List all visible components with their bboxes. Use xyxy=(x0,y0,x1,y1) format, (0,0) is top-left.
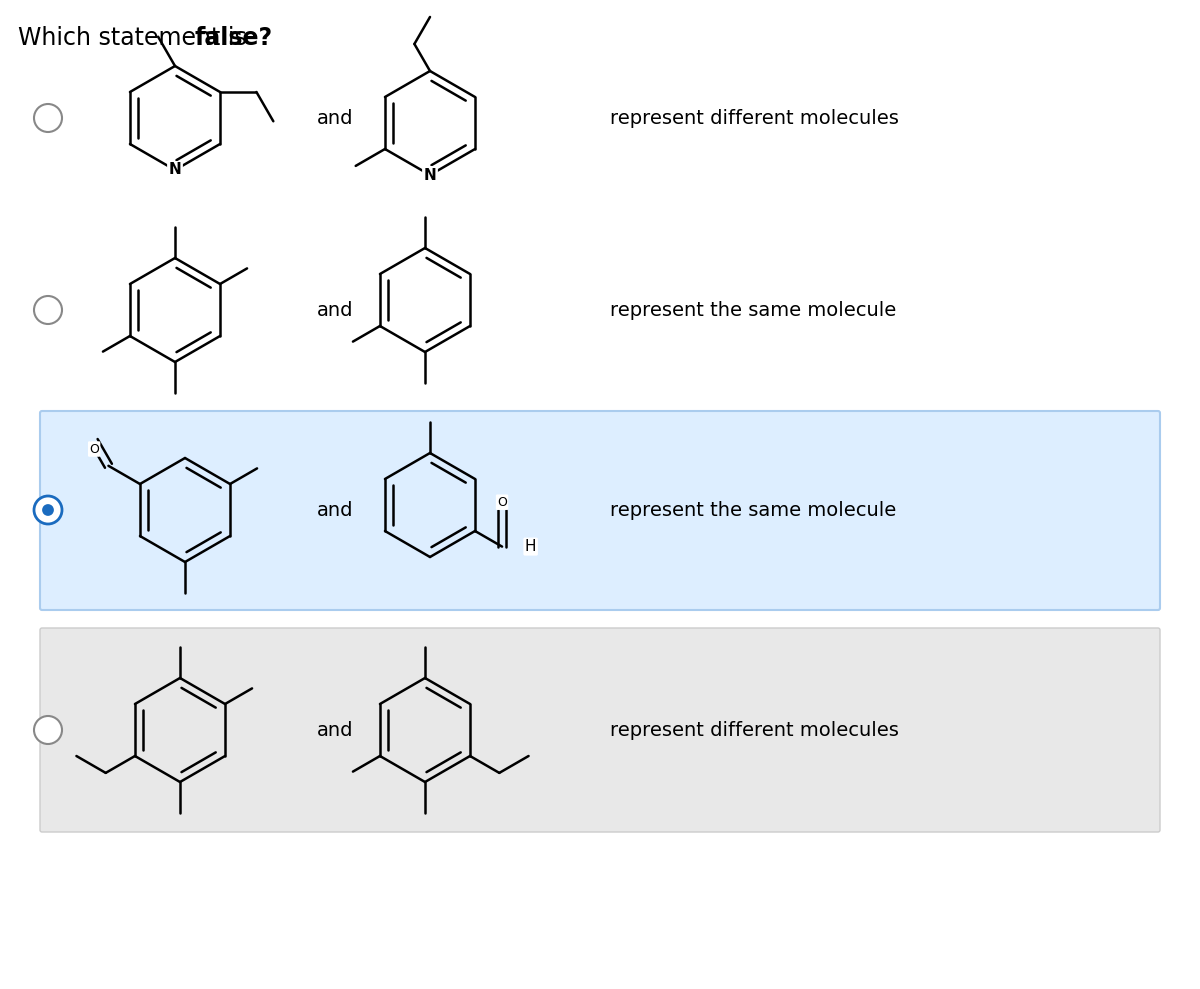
Circle shape xyxy=(34,104,62,132)
Text: and: and xyxy=(317,301,353,319)
Circle shape xyxy=(34,496,62,524)
Text: false?: false? xyxy=(194,26,272,50)
Text: Which statement is: Which statement is xyxy=(18,26,254,50)
Text: O: O xyxy=(89,442,100,456)
Circle shape xyxy=(42,504,54,516)
Text: represent the same molecule: represent the same molecule xyxy=(610,500,896,519)
Text: N: N xyxy=(424,167,437,183)
Circle shape xyxy=(34,716,62,744)
FancyBboxPatch shape xyxy=(40,628,1160,832)
Text: H: H xyxy=(524,539,536,554)
Text: O: O xyxy=(497,495,506,508)
Text: N: N xyxy=(169,162,181,177)
FancyBboxPatch shape xyxy=(40,411,1160,610)
Text: represent different molecules: represent different molecules xyxy=(610,721,899,740)
Circle shape xyxy=(34,296,62,324)
Text: and: and xyxy=(317,109,353,128)
Text: and: and xyxy=(317,500,353,519)
Text: and: and xyxy=(317,721,353,740)
Text: represent different molecules: represent different molecules xyxy=(610,109,899,128)
Text: represent the same molecule: represent the same molecule xyxy=(610,301,896,319)
